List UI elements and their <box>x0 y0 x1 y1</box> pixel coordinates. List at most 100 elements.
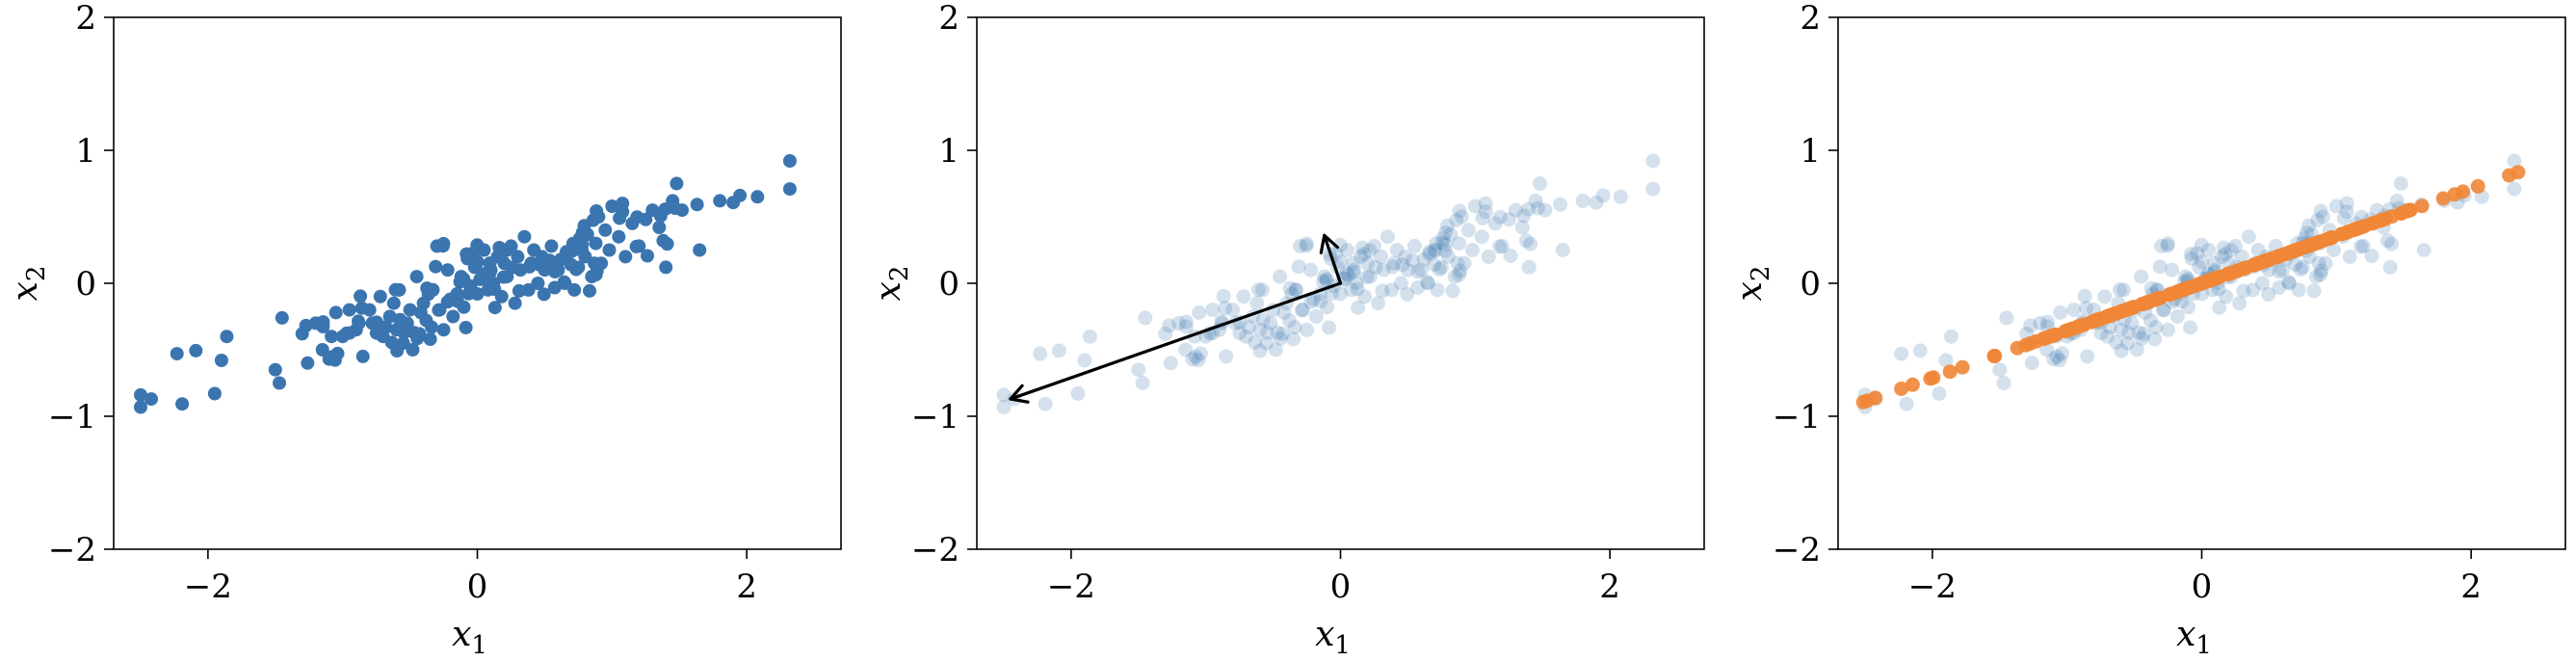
data-point <box>1501 212 1516 227</box>
data-point <box>2049 349 2064 364</box>
data-point <box>1393 276 1408 291</box>
data-point <box>505 260 519 275</box>
data-point <box>1992 362 2008 378</box>
y-tick-label: −1 <box>1773 398 1821 436</box>
data-point <box>2249 256 2265 272</box>
data-point <box>1420 275 1435 290</box>
data-point <box>207 386 222 401</box>
data-point <box>2289 243 2303 258</box>
data-point <box>2152 259 2168 275</box>
data-point <box>1553 197 1568 212</box>
data-point <box>2507 153 2522 169</box>
data-point <box>690 198 704 212</box>
data-point <box>1518 233 1534 249</box>
data-point <box>175 397 190 411</box>
data-point <box>1077 353 1092 368</box>
data-point <box>1450 255 1465 271</box>
data-point <box>2148 320 2164 335</box>
data-point <box>423 332 437 346</box>
data-point <box>1295 303 1310 318</box>
data-point <box>641 249 654 263</box>
data-point <box>2313 203 2328 219</box>
data-point <box>403 303 417 317</box>
data-point <box>275 310 289 325</box>
data-point <box>1219 349 1234 364</box>
data-point <box>1376 262 1391 278</box>
data-point <box>517 229 532 244</box>
data-point <box>1333 254 1349 270</box>
data-point <box>1440 218 1455 233</box>
data-point <box>440 295 455 309</box>
data-point <box>1218 301 1233 316</box>
data-point <box>660 237 674 251</box>
data-point <box>2246 282 2261 298</box>
data-point <box>1313 294 1328 309</box>
data-point <box>1514 220 1530 235</box>
data-point <box>2355 238 2371 253</box>
data-point <box>1306 292 1321 307</box>
data-point <box>1178 342 1194 357</box>
data-point <box>1282 280 1298 296</box>
data-point <box>1538 202 1553 218</box>
x-tick-label: 0 <box>1330 568 1352 606</box>
data-point <box>1452 203 1467 219</box>
data-point <box>2201 243 2216 257</box>
data-point <box>370 315 383 330</box>
data-point <box>1354 240 1370 255</box>
data-point <box>659 260 673 275</box>
data-point <box>1894 346 1909 361</box>
y-tick-label: −1 <box>48 398 96 436</box>
data-point <box>1349 276 1364 291</box>
data-point <box>2136 326 2151 341</box>
data-point <box>544 239 559 253</box>
data-point <box>2347 222 2362 237</box>
data-point <box>1999 310 2014 326</box>
data-point <box>1375 283 1390 299</box>
data-point <box>2342 249 2357 264</box>
data-point <box>1158 326 1173 341</box>
data-point <box>1270 325 1285 340</box>
data-point <box>355 349 370 363</box>
data-point <box>2142 313 2158 329</box>
data-point <box>612 229 626 244</box>
data-point <box>2029 333 2044 349</box>
data-point <box>1453 263 1468 278</box>
data-point <box>1341 268 1356 283</box>
y-tick-label: −2 <box>48 531 96 569</box>
data-point <box>1868 390 1883 406</box>
data-point <box>2024 356 2039 371</box>
data-point <box>1360 255 1375 271</box>
x-tick-label: −2 <box>1908 568 1957 606</box>
data-point <box>2314 263 2329 278</box>
data-point <box>384 335 399 350</box>
data-point <box>2315 209 2330 225</box>
data-point <box>1255 312 1271 328</box>
data-point <box>996 400 1012 414</box>
data-point <box>2160 238 2175 253</box>
data-point <box>2261 286 2276 302</box>
data-point <box>2114 304 2129 319</box>
data-point <box>508 296 522 310</box>
data-point <box>548 265 562 278</box>
data-point <box>2293 262 2308 278</box>
data-point <box>2272 280 2287 295</box>
data-point <box>2134 269 2149 284</box>
data-point <box>1508 202 1523 218</box>
data-point <box>1943 329 1958 344</box>
data-point <box>1899 396 1914 411</box>
data-point <box>1420 276 1435 291</box>
data-point <box>2192 259 2207 275</box>
data-point <box>1452 236 1466 251</box>
data-point <box>1357 289 1373 304</box>
data-point <box>726 196 741 210</box>
data-point <box>605 199 619 213</box>
data-point <box>1645 153 1661 169</box>
data-point <box>2033 315 2048 330</box>
data-point <box>145 392 158 407</box>
data-point <box>511 250 525 264</box>
data-point <box>1191 353 1206 368</box>
data-point <box>1333 286 1348 302</box>
data-point <box>1319 274 1334 288</box>
data-point <box>1905 377 1920 392</box>
data-point <box>316 320 330 333</box>
